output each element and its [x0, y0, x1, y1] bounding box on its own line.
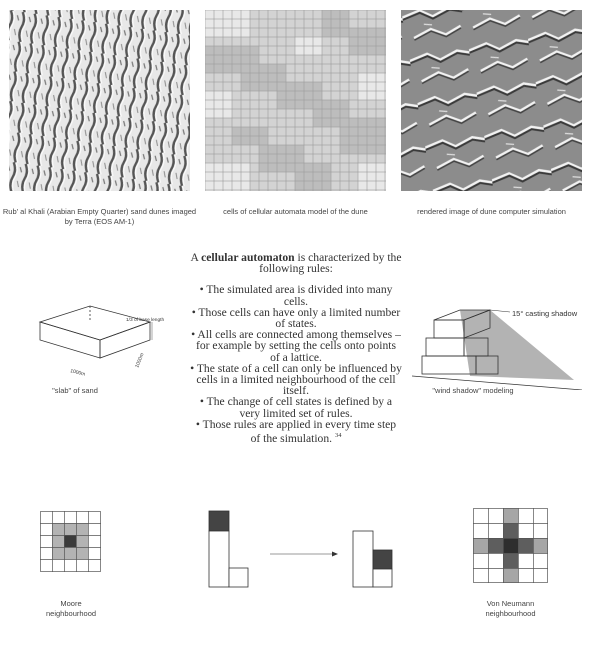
wind-shadow-caption: "wind shadow" modeling	[432, 386, 514, 395]
cellular-automata-grid-image	[205, 10, 386, 191]
slab-caption: "slab" of sand	[52, 386, 98, 395]
rule-item: • Those cells can have only a limited nu…	[191, 305, 401, 331]
rule-item: • The state of a cell can only be influe…	[190, 361, 402, 398]
sand-dunes-satellite-image	[9, 10, 190, 191]
rule-item: • Those rules are applied in every time …	[195, 417, 397, 445]
sand-transfer-diagram	[208, 510, 393, 588]
rule-item: • All cells are connected among themselv…	[191, 328, 401, 364]
slab-width-label: 1000m	[134, 352, 145, 368]
dune-simulation-pattern	[401, 10, 582, 191]
state-before	[208, 510, 249, 588]
rule-item: • The simulated area is divided into man…	[199, 283, 393, 308]
rule-item: • The change of cell states is defined b…	[199, 395, 393, 420]
wind-shadow-diagram: 15° casting shadow	[412, 309, 583, 390]
state-after	[352, 530, 393, 588]
transition-arrow	[270, 551, 338, 557]
automata-grid	[205, 10, 386, 191]
slab-height-label: 1/3 of base length	[126, 317, 164, 323]
rules-heading-term: cellular automaton	[201, 251, 295, 264]
von-neumann-neighbourhood-grid	[473, 508, 548, 583]
moore-neighbourhood-grid	[40, 511, 101, 572]
simulation-image-caption: rendered image of dune computer simulati…	[417, 207, 566, 216]
sand-slab-diagram: 1/3 of base length 1000m 1000m	[38, 305, 164, 378]
von-neumann-caption: Von Neumann neighbourhood	[485, 599, 536, 618]
slab-length-label: 1000m	[70, 368, 86, 378]
moore-caption: Moore neighbourhood	[46, 599, 97, 618]
rules-heading: A cellular automaton is characterized by…	[190, 251, 402, 276]
dune-ridges-pattern	[9, 10, 190, 191]
casting-shadow-label: 15° casting shadow	[512, 309, 578, 318]
automata-image-caption: cells of cellular automata model of the …	[223, 207, 368, 216]
satellite-image-caption: Rub' al Khali (Arabian Empty Quarter) sa…	[2, 207, 197, 226]
dune-simulation-render-image	[401, 10, 582, 191]
cellular-automaton-rules: A cellular automaton is characterized by…	[190, 251, 402, 445]
footnote-marker: 34	[334, 432, 342, 440]
